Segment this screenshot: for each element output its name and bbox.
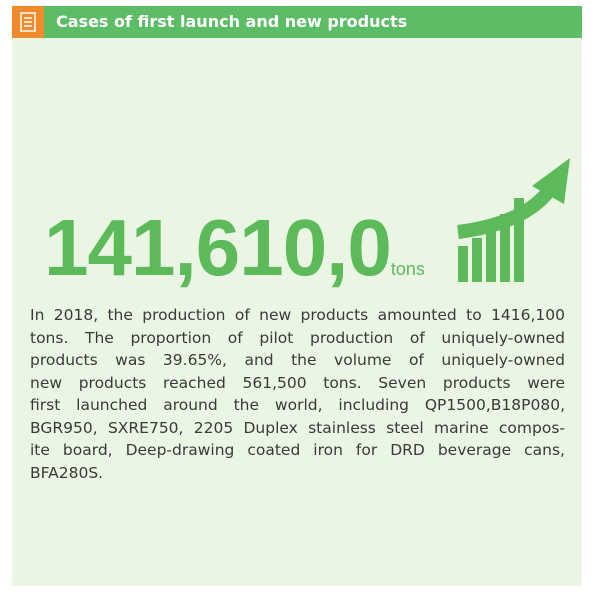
body-line: ite board, Deep-drawing coated iron for … <box>30 441 565 459</box>
header-title: Cases of first launch and new products <box>56 12 408 31</box>
body-text: In 2018, the production of new products … <box>30 304 565 484</box>
body-line: BGR950, SXRE750, 2205 Duplex stainless s… <box>30 418 565 437</box>
headline-unit: tons <box>390 259 425 279</box>
body-line: first launched around the world, includi… <box>30 396 565 414</box>
body-line: products was 39.65%, and the volume of u… <box>30 351 565 369</box>
headline: 141,610,0tons <box>44 208 425 309</box>
body-line: new products reached 561,500 tons. Seven… <box>30 373 565 392</box>
panel: 141,610,0tons In 2018, the production of… <box>12 38 582 586</box>
growth-icon <box>457 158 570 282</box>
body-line: In 2018, the production of new products … <box>30 306 565 324</box>
body-line: BFA280S. <box>30 463 104 482</box>
icon-graphic <box>20 12 36 32</box>
header: Cases of first launch and new products <box>12 6 582 38</box>
body-line: tons. The proportion of pilot production… <box>30 328 565 347</box>
header-icon <box>12 6 44 38</box>
headline-value: 141,610,0 <box>44 203 392 292</box>
